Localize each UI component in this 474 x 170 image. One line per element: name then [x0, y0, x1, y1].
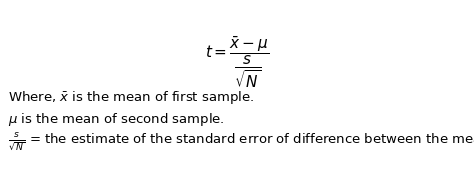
Text: $\frac{s}{\sqrt{N}}$ = the estimate of the standard error of difference between : $\frac{s}{\sqrt{N}}$ = the estimate of t… [8, 132, 474, 152]
Text: $t = \dfrac{\bar{x} - \mu}{\dfrac{s}{\sqrt{N}}}$: $t = \dfrac{\bar{x} - \mu}{\dfrac{s}{\sq… [205, 34, 269, 90]
Text: $\mu$ is the mean of second sample.: $\mu$ is the mean of second sample. [8, 112, 225, 129]
Text: Where, $\bar{x}$ is the mean of first sample.: Where, $\bar{x}$ is the mean of first sa… [8, 89, 254, 106]
